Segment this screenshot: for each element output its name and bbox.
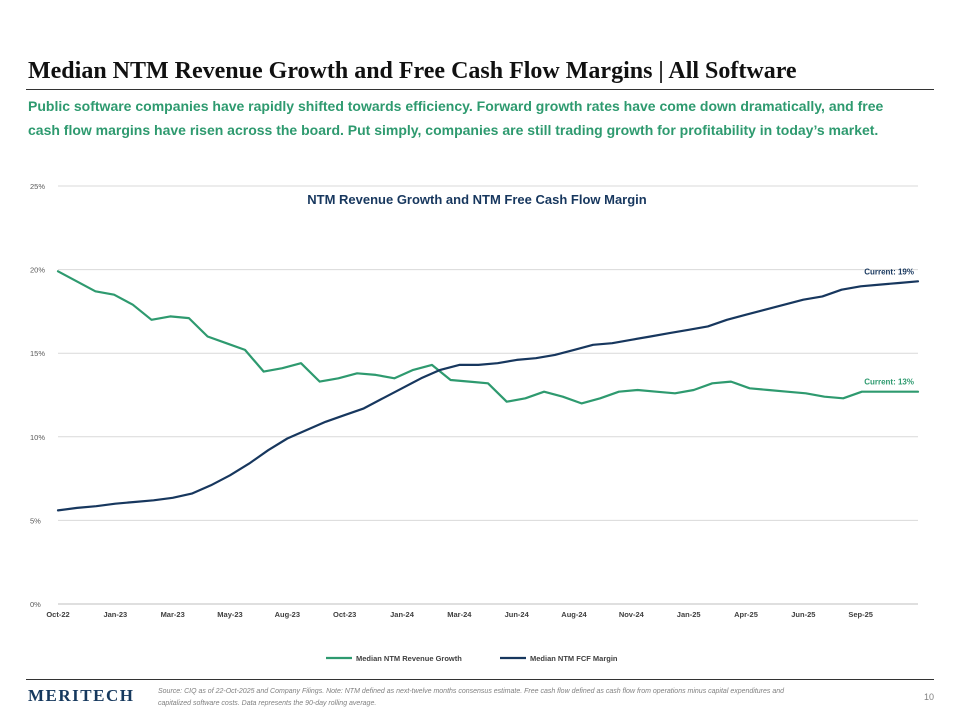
annotations: Current: 19% Current: 13% [864, 267, 914, 386]
current-value-label: Current: 13% [864, 378, 914, 387]
x-tick-label: Aug-24 [561, 610, 587, 619]
x-tick-label: Jun-24 [505, 610, 530, 619]
legend: Median NTM Revenue Growth Median NTM FCF … [326, 654, 618, 663]
series-layer [56, 270, 920, 512]
x-tick-label: Jun-25 [791, 610, 815, 619]
legend-label: Median NTM FCF Margin [530, 654, 618, 663]
source-note: Source: CIQ as of 22-Oct-2025 and Compan… [158, 688, 785, 707]
grid-layer [58, 185, 918, 605]
x-tick-label: Jan-23 [103, 610, 127, 619]
x-tick-label: Oct-22 [46, 610, 69, 619]
x-tick-label: Jan-25 [677, 610, 701, 619]
y-tick-label: 15% [30, 349, 45, 358]
chart-title: NTM Revenue Growth and NTM Free Cash Flo… [307, 192, 647, 207]
x-tick-label: Aug-23 [275, 610, 300, 619]
x-axis: Oct-22 Jan-23 Mar-23 May-23 Aug-23 Oct-23 Jan-… [46, 610, 873, 619]
meritech-logo: Meritech [28, 686, 135, 705]
y-tick-label: 25% [30, 182, 45, 191]
y-tick-label: 5% [30, 516, 41, 525]
y-axis: 0% 5% 10% 15% 20% 25% [30, 182, 45, 609]
y-tick-label: 0% [30, 600, 41, 609]
y-tick-label: 10% [30, 433, 45, 442]
x-tick-label: Nov-24 [619, 610, 645, 619]
title-divider [26, 89, 934, 90]
page-subtitle: Public software companies have rapidly s… [28, 98, 884, 138]
y-tick-label: 20% [30, 266, 45, 275]
x-tick-label: Apr-25 [734, 610, 758, 619]
series-line-revenue-growth [56, 270, 920, 405]
line-chart: 0% 5% 10% 15% 20% 25% Oct-22 Jan-23 Mar-23 May-2… [30, 182, 920, 663]
x-tick-label: May-23 [217, 610, 242, 619]
current-value-label: Current: 19% [864, 267, 914, 276]
x-tick-label: Jan-24 [390, 610, 415, 619]
page-number: 10 [923, 692, 934, 702]
page-title: Median NTM Revenue Growth and Free Cash … [28, 58, 797, 84]
legend-label: Median NTM Revenue Growth [356, 654, 462, 663]
x-tick-label: Oct-23 [333, 610, 356, 619]
x-tick-label: Mar-23 [161, 610, 185, 619]
x-tick-label: Sep-25 [848, 610, 873, 619]
series-line-fcf-margin [56, 280, 920, 512]
footer-divider [26, 679, 934, 680]
x-tick-label: Mar-24 [447, 610, 472, 619]
